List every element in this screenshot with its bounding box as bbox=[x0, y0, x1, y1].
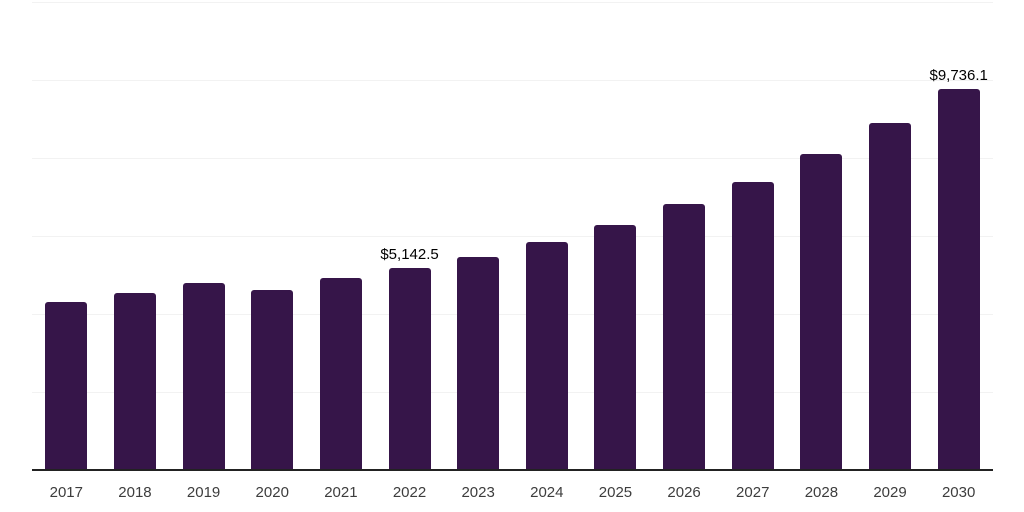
bar-2022 bbox=[388, 268, 431, 469]
plot-area: $5,142.5 $9,736.1 bbox=[32, 2, 993, 471]
bar-2025 bbox=[594, 224, 637, 469]
x-tick-2025: 2025 bbox=[598, 484, 633, 501]
gridline-6000 bbox=[32, 236, 993, 237]
gridline-2000 bbox=[32, 392, 993, 393]
bar-2028 bbox=[800, 153, 843, 469]
bar-2024 bbox=[525, 242, 568, 469]
x-tick-2021: 2021 bbox=[324, 484, 358, 501]
bar-2019 bbox=[182, 282, 225, 469]
x-tick-2018: 2018 bbox=[118, 484, 152, 501]
x-tick-2026: 2026 bbox=[667, 484, 701, 501]
x-tick-2027: 2027 bbox=[736, 484, 770, 501]
bar-2029 bbox=[869, 122, 912, 469]
gridline-10000 bbox=[32, 80, 993, 81]
bar-2026 bbox=[663, 203, 706, 469]
x-tick-2022: 2022 bbox=[392, 484, 427, 501]
x-tick-2029: 2029 bbox=[873, 484, 907, 501]
x-tick-2019: 2019 bbox=[186, 484, 221, 501]
x-tick-2017: 2017 bbox=[49, 484, 83, 501]
data-label-2022: $5,142.5 bbox=[380, 246, 439, 264]
x-tick-2030: 2030 bbox=[941, 484, 976, 501]
x-tick-2020: 2020 bbox=[255, 484, 289, 501]
bar-2030 bbox=[937, 89, 980, 469]
gridline-8000 bbox=[32, 158, 993, 159]
x-tick-2024: 2024 bbox=[530, 484, 564, 501]
bar-2027 bbox=[731, 181, 774, 469]
x-tick-2028: 2028 bbox=[804, 484, 839, 501]
bar-2017 bbox=[45, 301, 88, 469]
bar-2020 bbox=[251, 289, 294, 469]
data-label-2030: $9,736.1 bbox=[929, 67, 988, 85]
x-tick-2023: 2023 bbox=[461, 484, 495, 501]
bar-2018 bbox=[113, 292, 156, 469]
x-axis-labels: 2017 2018 2019 2020 2021 2022 2023 2024 2025 2026… bbox=[32, 484, 993, 502]
x-axis-line bbox=[32, 469, 993, 471]
bar-2023 bbox=[457, 257, 500, 469]
gridline-12000 bbox=[32, 2, 993, 3]
gridline-4000 bbox=[32, 314, 993, 315]
bar-2021 bbox=[319, 277, 362, 469]
